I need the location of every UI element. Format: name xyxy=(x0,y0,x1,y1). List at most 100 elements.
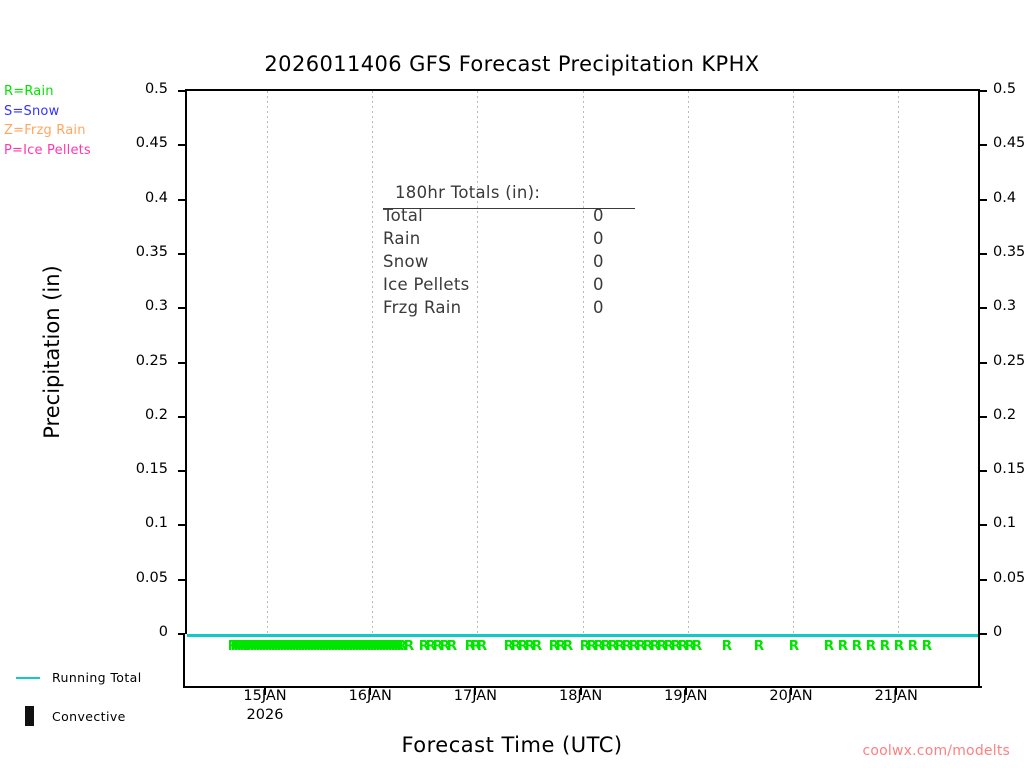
precip-type-marker: R xyxy=(339,638,351,654)
gridline-vertical xyxy=(687,91,689,634)
precip-type-marker: R xyxy=(879,638,891,654)
precip-type-marker: R xyxy=(753,638,765,654)
precip-type-marker: R xyxy=(614,638,626,654)
totals-rows: Total 0 Rain 0 Snow 0 Ice Pellets 0 Frzg Rain 0 xyxy=(383,204,673,319)
x-tick-mark xyxy=(790,688,792,695)
precip-type-marker: R xyxy=(524,638,536,654)
precip-type-marker: R xyxy=(270,638,282,654)
totals-row-label: Rain xyxy=(383,229,421,248)
precip-type-marker: R xyxy=(907,638,919,654)
precip-type-marker: R xyxy=(351,638,363,654)
precip-type-marker: R xyxy=(285,638,297,654)
precip-type-marker: R xyxy=(315,638,327,654)
x-tick-mark xyxy=(474,688,477,695)
x-tick-label: 20JAN xyxy=(769,688,813,704)
precip-type-marker: R xyxy=(360,638,372,654)
x-tick-label: 18JAN xyxy=(558,688,603,704)
x-tick-year-label: 2026 xyxy=(246,707,284,723)
y-tick-label-left: 0.2 xyxy=(144,406,168,423)
totals-row-label: Frzg Rain xyxy=(383,298,462,317)
precip-type-marker: R xyxy=(227,638,239,654)
y-tick-mark-right xyxy=(980,252,987,255)
ptype-key-frzg-rain: Z=Frzg Rain xyxy=(4,121,91,141)
precip-type-marker: R xyxy=(372,638,384,654)
precip-type-marker: R xyxy=(600,638,612,654)
y-tick-mark-right xyxy=(980,633,987,635)
x-tick-label: 17JAN xyxy=(453,688,498,704)
y-tick-label-right: 0.3 xyxy=(993,298,1017,315)
precip-type-marker: R xyxy=(354,638,366,654)
convective-swatch xyxy=(25,706,34,726)
running-total-series xyxy=(187,634,978,637)
precip-type-marker: R xyxy=(531,638,543,654)
y-tick-label-right: 0 xyxy=(993,624,1003,640)
precip-type-marker: R xyxy=(510,638,522,654)
x-tick-mark xyxy=(895,688,898,695)
plot-frame-left-lower xyxy=(183,634,185,688)
precip-type-marker: R xyxy=(243,638,255,654)
precip-type-marker: R xyxy=(670,638,682,654)
precip-type-marker: R xyxy=(348,638,360,654)
x-tick-mark xyxy=(579,688,582,695)
legend-label-running-total: Running Total xyxy=(52,670,142,685)
precip-type-marker: R xyxy=(255,638,267,654)
y-tick-label-left: 0.05 xyxy=(135,569,168,586)
precip-type-marker: R xyxy=(403,638,415,654)
precip-type-marker: R xyxy=(306,638,318,654)
ptype-key-rain-label: R=Rain xyxy=(4,84,54,99)
y-tick-mark-left xyxy=(178,524,185,527)
precip-type-marker: R xyxy=(439,638,451,654)
y-tick-label-left: 0.45 xyxy=(135,135,168,152)
page-title: 2026011406 GFS Forecast Precipitation KP… xyxy=(264,52,760,76)
ptype-key-ice-pellets-label: P=Ice Pellets xyxy=(4,142,91,158)
gridline-vertical xyxy=(898,91,900,634)
precip-type-marker: R xyxy=(893,638,905,654)
y-tick-mark-left xyxy=(178,307,185,310)
x-tick-label: 21JAN xyxy=(874,688,918,704)
totals-row: Snow 0 xyxy=(383,250,673,273)
totals-row-label: Ice Pellets xyxy=(383,275,470,294)
x-axis-line xyxy=(183,686,982,688)
y-tick-mark-right xyxy=(980,470,987,473)
y-tick-mark-left xyxy=(178,578,185,581)
y-tick-mark-left xyxy=(178,361,185,364)
ptype-key-ice-pellets: P=Ice Pellets xyxy=(4,141,91,161)
precip-type-marker: R xyxy=(823,638,835,654)
x-tick-label: 16JAN xyxy=(348,688,392,704)
y-tick-mark-left xyxy=(178,198,185,201)
precip-type-marker: R xyxy=(837,638,849,654)
totals-heading: 180hr Totals (in): xyxy=(395,183,541,202)
y-tick-label-left: 0.4 xyxy=(144,189,168,206)
precip-type-marker: R xyxy=(279,638,291,654)
precip-type-marker: R xyxy=(345,638,357,654)
y-tick-label-left: 0.15 xyxy=(135,461,168,478)
precip-type-marker: R xyxy=(312,638,324,654)
totals-row: Ice Pellets 0 xyxy=(383,273,673,296)
precip-type-marker: R xyxy=(369,638,381,654)
totals-row: Frzg Rain 0 xyxy=(383,296,673,319)
y-tick-mark-left xyxy=(178,470,185,473)
precip-type-marker: R xyxy=(300,638,312,654)
precip-type-marker: R xyxy=(464,638,476,654)
precip-type-marker: R xyxy=(291,638,303,654)
precip-type-marker: R xyxy=(788,638,800,654)
totals-row-value: 0 xyxy=(593,252,604,271)
precip-type-marker: R xyxy=(261,638,273,654)
precip-type-marker: R xyxy=(677,638,689,654)
ptype-key-rain: R=Rain xyxy=(4,82,91,102)
y-tick-label-right: 0.4 xyxy=(993,189,1017,206)
x-tick-mark xyxy=(369,688,372,695)
gridline-vertical xyxy=(582,91,584,634)
precip-type-marker: R xyxy=(236,638,248,654)
totals-underline xyxy=(383,208,635,209)
precip-type-marker: R xyxy=(264,638,276,654)
totals-row-label: Snow xyxy=(383,252,429,271)
precip-type-marker: R xyxy=(593,638,605,654)
precip-type-marker: R xyxy=(446,638,458,654)
precip-type-marker: R xyxy=(649,638,661,654)
precip-type-marker: R xyxy=(330,638,342,654)
x-tick-label: 19JAN xyxy=(664,688,708,704)
running-total-swatch xyxy=(16,677,40,679)
precip-type-marker: R xyxy=(381,638,393,654)
precip-type-marker: R xyxy=(548,638,560,654)
